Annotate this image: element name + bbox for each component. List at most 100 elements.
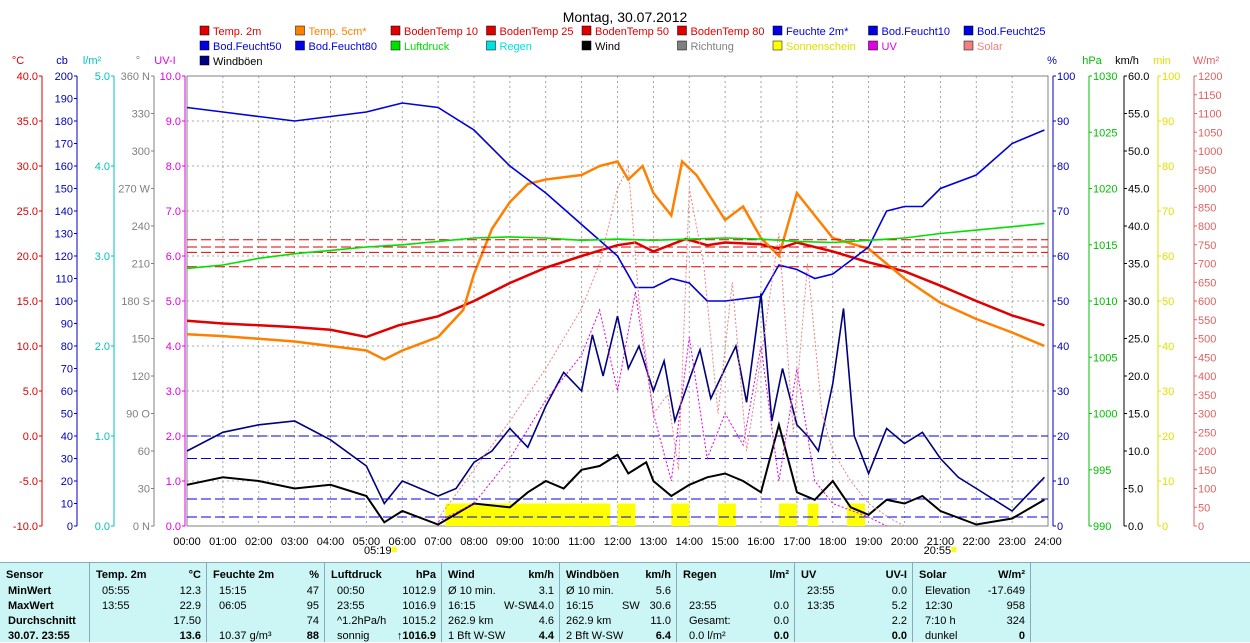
axis-tick-label: 9.0 bbox=[166, 116, 181, 128]
axis-tick-label: 80 bbox=[1057, 161, 1069, 173]
axis-tick-label: 3.0 bbox=[95, 251, 110, 263]
stats-header: Feuchte 2m bbox=[213, 569, 275, 581]
stats-value: 5.6 bbox=[655, 585, 671, 597]
series-line bbox=[186, 159, 1045, 361]
series-line bbox=[186, 420, 1045, 526]
sunrise-label: 05:19 bbox=[364, 545, 392, 557]
stats-header: Regen bbox=[683, 569, 717, 581]
axis-tick-label: 900 bbox=[1198, 184, 1216, 196]
axis-tick-label: 10 bbox=[61, 499, 73, 511]
axis-unit-label: W/m² bbox=[1193, 55, 1220, 67]
axis-tick-label: 300 bbox=[1198, 409, 1216, 421]
axis-tick-label: 0.0 bbox=[166, 521, 181, 533]
axis-unit-label: min bbox=[1153, 55, 1171, 67]
axis-tick-label: 45.0 bbox=[1128, 184, 1149, 196]
sunset-label: 20:55 bbox=[924, 545, 952, 557]
axis-tick-label: 6.0 bbox=[166, 251, 181, 263]
legend-swatch bbox=[486, 25, 496, 36]
axis-tick-label: 1000 bbox=[1093, 409, 1117, 421]
legend-label: Regen bbox=[500, 41, 532, 53]
stats-value: 1016.9 bbox=[402, 600, 436, 612]
legend-swatch bbox=[295, 40, 305, 51]
axis-tick-label: 400 bbox=[1198, 371, 1216, 383]
axis-tick-label: 1.0 bbox=[166, 476, 181, 488]
stats-column: Wind km/h Ø 10 min. 3.1 16:15 W-SW 14.0 262.9 k… bbox=[442, 563, 560, 642]
stats-row-label: MaxWert bbox=[8, 600, 54, 612]
axis-tick-label: 70 bbox=[1162, 206, 1174, 218]
stats-dir: W-SW bbox=[504, 600, 536, 612]
stats-header: Temp. 2m bbox=[96, 569, 147, 581]
axis-tick-label: 0 bbox=[67, 521, 73, 533]
axis-tick-label: 10.0 bbox=[17, 341, 38, 353]
axis-tick-label: 7.0 bbox=[166, 206, 181, 218]
x-tick-label: 08:00 bbox=[460, 536, 488, 548]
axis-tick-label: 70 bbox=[1057, 206, 1069, 218]
sunshine-bar bbox=[847, 503, 866, 526]
stats-column: UV UV-I 23:55 0.0 13:35 5.2 2.2 0.0 bbox=[795, 563, 913, 642]
axis-tick-label: 4.0 bbox=[95, 161, 110, 173]
legend-label: Wind bbox=[595, 41, 620, 53]
axis-tick-label: 995 bbox=[1093, 465, 1111, 477]
axis-tick-label: 40 bbox=[1162, 341, 1174, 353]
stats-cell: 262.9 km bbox=[448, 615, 494, 627]
axis-tick-label: 240 bbox=[132, 221, 150, 233]
x-tick-label: 24:00 bbox=[1034, 536, 1062, 548]
sunshine-bar bbox=[807, 503, 819, 526]
legend-swatch bbox=[199, 25, 210, 36]
axis-tick-label: 50 bbox=[61, 409, 73, 421]
stats-column: Windböen km/h Ø 10 min. 5.6 16:15 SW 30.6 262.9… bbox=[560, 563, 677, 642]
axis-tick-label: 30.0 bbox=[17, 161, 38, 173]
axis-tick-label: 70 bbox=[61, 364, 73, 376]
sunshine-bar bbox=[778, 503, 797, 526]
series-line bbox=[186, 293, 1045, 513]
chart-axes: °C 40.0 35.0 30.0 25.0 20.0 15.0 10.0 5.0 0.0 -5.0… bbox=[12, 55, 1223, 533]
axis-tick-label: 30.0 bbox=[1128, 296, 1149, 308]
x-tick-label: 12:00 bbox=[604, 536, 632, 548]
stats-column: Luftdruck hPa 00:50 1012.9 23:55 1016.9 ^1.2hP… bbox=[325, 563, 442, 642]
axis-tick-label: 200 bbox=[1198, 446, 1216, 458]
stats-cell: sonnig bbox=[337, 630, 370, 642]
stats-column: Sensor MinWert MaxWert Durchschnitt 30.07. 2… bbox=[0, 563, 90, 642]
series-line bbox=[186, 222, 1045, 270]
statistics-panel: Sensor MinWert MaxWert Durchschnitt 30.07. 2… bbox=[0, 562, 1250, 642]
sunshine-bar bbox=[671, 503, 690, 526]
legend-label: Temp. 2m bbox=[213, 26, 261, 38]
axis-tick-label: 1020 bbox=[1093, 184, 1117, 196]
axis-tick-label: 20 bbox=[61, 476, 73, 488]
axis-tick-label: 15.0 bbox=[17, 296, 38, 308]
chart-legend: Temp. 2m Temp. 5cm* BodenTemp 10 BodenTemp … bbox=[199, 25, 1046, 68]
axis-tick-label: 100 bbox=[1057, 71, 1075, 83]
axis-tick-label: 700 bbox=[1198, 259, 1216, 271]
axis-tick-label: 1.0 bbox=[95, 431, 110, 443]
axis-tick-label: 20 bbox=[1162, 431, 1174, 443]
axis-unit-label: UV-I bbox=[154, 55, 175, 67]
legend-swatch bbox=[677, 40, 687, 51]
axis-unit-label: l/m² bbox=[83, 55, 102, 67]
legend-swatch bbox=[963, 25, 974, 36]
x-tick-label: 05:00 bbox=[353, 536, 381, 548]
x-tick-label: 06:00 bbox=[388, 536, 416, 548]
axis-tick-label: 60 bbox=[1057, 251, 1069, 263]
x-tick-label: 14:00 bbox=[675, 536, 703, 548]
stats-unit: UV-I bbox=[885, 569, 907, 581]
stats-cell: 10.37 g/m³ bbox=[219, 630, 272, 642]
x-tick-label: 22:00 bbox=[962, 536, 990, 548]
stats-value: 958 bbox=[1006, 600, 1025, 612]
axis-tick-label: 180 bbox=[55, 116, 73, 128]
axis-tick-label: 50 bbox=[1162, 296, 1174, 308]
axis-tick-label: 120 bbox=[55, 251, 73, 263]
stats-value: 0.0 bbox=[773, 600, 789, 612]
x-tick-label: 09:00 bbox=[496, 536, 524, 548]
legend-swatch bbox=[677, 25, 687, 36]
axis-tick-label: 1010 bbox=[1093, 296, 1117, 308]
stats-value: 4.6 bbox=[538, 615, 554, 627]
legend-swatch bbox=[772, 25, 783, 36]
axis-tick-label: 30 bbox=[61, 454, 73, 466]
axis-tick-label: 3.0 bbox=[166, 386, 181, 398]
axis-tick-label: 300 bbox=[132, 146, 150, 158]
stats-cell: Ø 10 min. bbox=[566, 585, 614, 597]
stats-cell: 13:55 bbox=[102, 600, 130, 612]
stats-value: 11.0 bbox=[650, 615, 671, 627]
chart-series bbox=[186, 102, 1048, 527]
stats-value: 95 bbox=[306, 600, 319, 612]
